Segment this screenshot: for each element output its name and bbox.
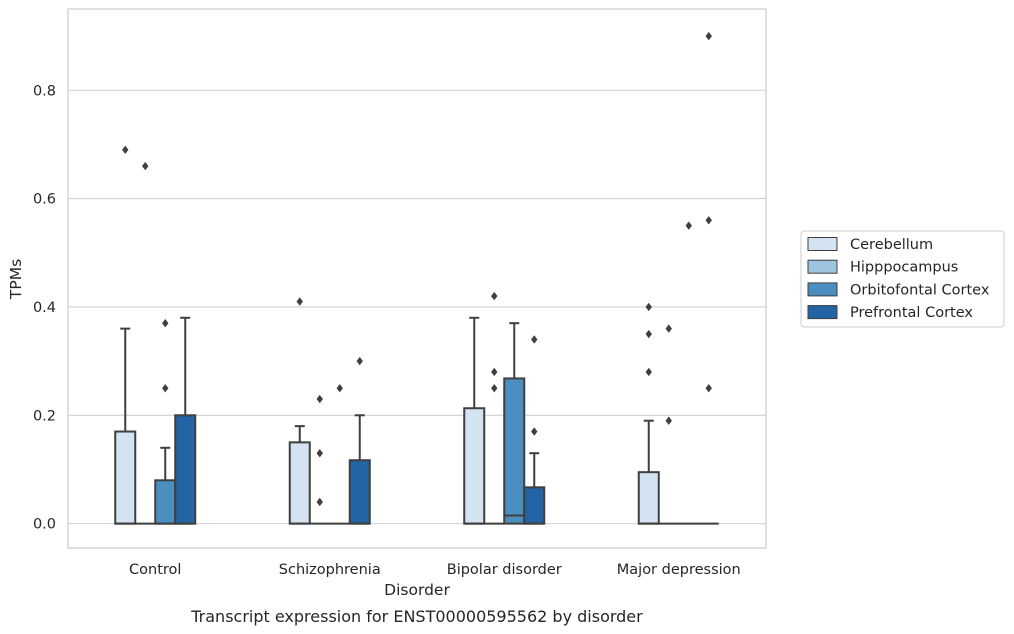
outlier-point [162,383,169,393]
legend-swatch [807,237,838,251]
outlier-point [491,383,498,393]
box-body [463,407,486,525]
outlier-point [705,383,712,393]
outlier-point [685,221,692,230]
legend-swatch [807,282,838,297]
box-0-3 [174,316,197,525]
box-1-0 [288,425,311,525]
legend-frame [800,230,1005,328]
outliers [122,31,712,507]
outlier-point [531,427,538,436]
chart-caption: Transcript expression for ENST0000059556… [190,607,643,626]
box-body [503,377,526,525]
y-tick-label: 0.4 [33,300,56,316]
x-tick-label: Schizophrenia [279,562,381,578]
outlier-point [531,335,538,344]
box-body [154,479,177,525]
box-body [114,430,137,525]
legend-label: Orbitofontal Cortex [850,282,990,298]
y-tick-labels: 0.0 0.2 0.4 0.6 0.8 [33,83,56,532]
box-0-0 [114,327,137,525]
plot-area-frame [67,8,767,549]
box-2-2 [503,322,526,525]
box-body [288,441,311,525]
box-body [523,486,546,525]
legend-label: Prefrontal Cortex [850,305,973,321]
box-0-2 [154,446,177,525]
outlier-point [491,291,498,301]
outlier-point [336,383,343,393]
outlier-point [142,161,149,171]
outlier-point [162,318,169,328]
outlier-point [645,302,652,312]
outlier-point [122,145,129,155]
box-3-0 [637,419,660,525]
y-tick-label: 0.0 [33,517,56,533]
outlier-point [296,297,303,306]
outlier-point [665,416,672,425]
outlier-point [316,497,323,507]
box-2-0 [463,316,486,525]
box-body [637,471,660,525]
outlier-point [705,216,712,225]
box-body [348,459,371,525]
legend-label: Hipppocampus [850,260,958,276]
legend-swatch [807,305,838,320]
outlier-point [491,367,498,377]
outlier-point [316,394,323,404]
outlier-point [645,367,652,377]
box-2-3 [523,452,546,525]
grid-lines [68,89,766,525]
outlier-point [316,449,323,458]
legend-swatch [807,259,838,274]
box-1-3 [348,414,371,525]
box-body [174,414,197,525]
boxes [114,316,719,525]
y-tick-label: 0.6 [33,192,56,208]
x-axis-label: Disorder [384,581,450,599]
x-tick-labels: Control Schizophrenia Bipolar disorder Majo… [129,562,741,578]
y-axis-label: TPMs [7,259,25,300]
y-tick-label: 0.8 [33,83,56,99]
legend: Cerebellum Hipppocampus Orbitofontal Corte… [800,230,1005,328]
outlier-point [665,324,672,333]
x-tick-label: Major depression [617,562,741,578]
outlier-point [356,356,363,366]
outlier-point [645,329,652,339]
y-tick-label: 0.2 [33,408,56,424]
legend-label: Cerebellum [850,237,933,253]
x-tick-label: Control [129,562,181,578]
outlier-point [705,31,712,41]
x-tick-label: Bipolar disorder [447,562,562,578]
